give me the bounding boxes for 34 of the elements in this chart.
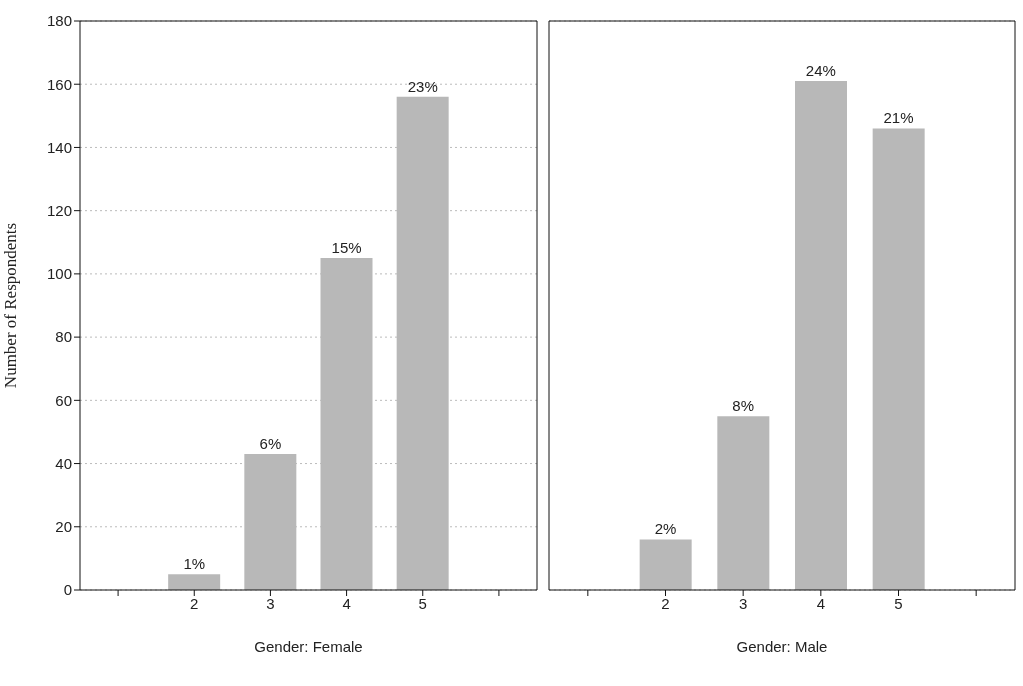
annotation: 15% (331, 239, 362, 257)
bar (795, 81, 847, 590)
annotation: 24% (805, 62, 836, 80)
y-tick-label: 0 (63, 581, 72, 599)
y-tick-label: 140 (46, 138, 72, 156)
x-tick-label: 5 (418, 594, 427, 612)
y-tick-label: 160 (46, 75, 72, 93)
x-tick-label: 5 (894, 594, 903, 612)
y-tick-label: 100 (46, 265, 72, 283)
x-tick-label: 2 (661, 594, 670, 612)
bar (639, 539, 692, 590)
y-tick-label: 20 (55, 518, 72, 536)
x-tick-label: 4 (816, 594, 826, 612)
annotation: 6% (259, 435, 282, 453)
x-axis-title: Gender: Male (736, 638, 828, 655)
y-axis-title: Number of Respondents (1, 222, 21, 389)
x-axis-title: Gender: Female (254, 638, 363, 655)
annotation: 2% (654, 520, 677, 538)
bar (168, 574, 221, 590)
y-tick-label: 60 (55, 391, 72, 409)
y-tick-label: 120 (46, 201, 72, 219)
annotation: 23% (407, 77, 438, 95)
y-tick-label: 180 (46, 12, 72, 30)
annotation: 1% (183, 555, 206, 573)
annotation: 21% (883, 109, 914, 127)
x-tick-label: 3 (266, 594, 275, 612)
bar (717, 416, 770, 590)
y-tick-label: 80 (55, 328, 72, 346)
x-tick-label: 3 (738, 594, 748, 612)
x-tick-label: 4 (342, 594, 351, 612)
x-tick-label: 2 (190, 594, 199, 612)
y-tick-label: 40 (55, 454, 72, 472)
annotation: 8% (732, 397, 755, 415)
bar (872, 128, 925, 590)
